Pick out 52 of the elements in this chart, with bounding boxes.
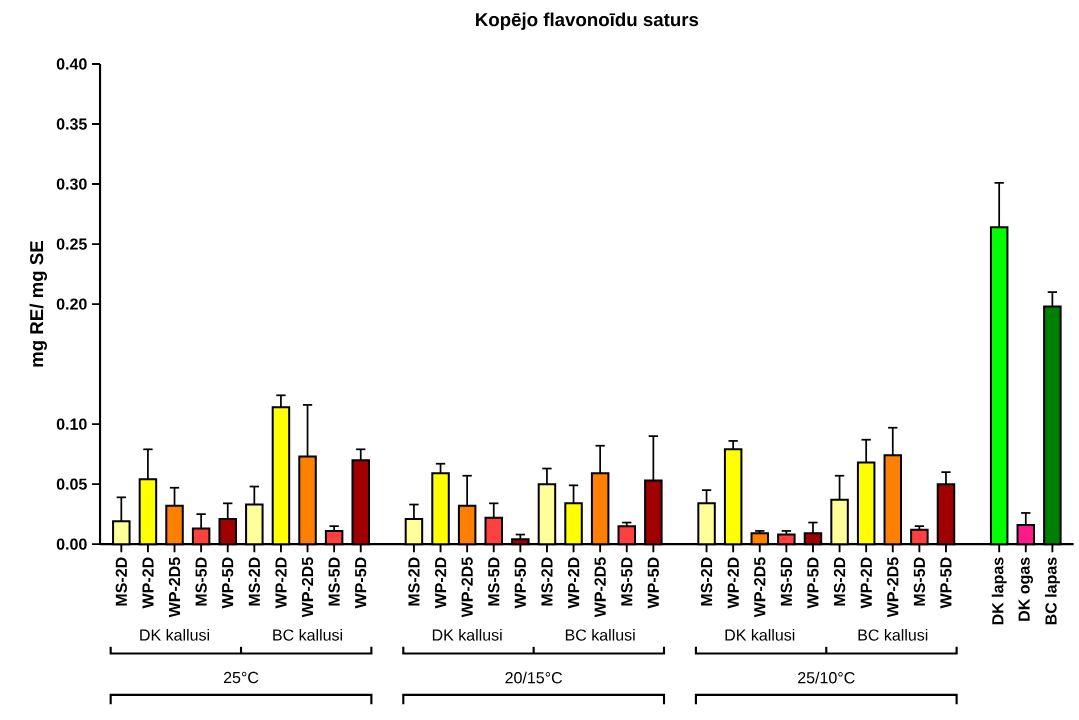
x-tick-label: WP-5D [222, 557, 234, 609]
x-tick-label: MS-2D [833, 557, 846, 606]
x-tick-label: MS-2D [408, 557, 420, 606]
text: BC kallusi [565, 628, 635, 641]
y-tick-label: 0.10 [56, 418, 87, 430]
x-tick-label: MS-5D [488, 557, 500, 606]
text: DK kallusi [432, 628, 502, 641]
x-tick-label: WP-5D [647, 557, 659, 609]
y-tick-label: 0.25 [56, 238, 87, 250]
x-tick-label: WP-2D5 [594, 557, 606, 618]
text: BC kallusi [273, 628, 342, 641]
x-tick-label: WP-5D [807, 557, 819, 609]
x-tick-label: WP-2D [567, 557, 580, 609]
y-tick-label: 0.00 [56, 538, 87, 550]
x-tick-label: WP-5D [514, 557, 526, 609]
x-tick-label: WP-2D [142, 557, 154, 609]
y-tick-label: 0.35 [56, 118, 87, 130]
x-tick-label: WP-2D5 [168, 557, 181, 618]
x-tick-label: MS-2D [700, 557, 713, 606]
x-tick-label: WP-5D [355, 557, 367, 609]
x-tick-label: WP-2D [860, 557, 872, 609]
text: 25°C [223, 671, 259, 684]
x-tick-label: MS-2D [541, 557, 553, 606]
x-tick-label: WP-2D5 [754, 557, 766, 618]
text: 20/15°C [505, 671, 563, 684]
y-axis-title: mg RE/ mg SE [29, 240, 48, 367]
x-tick-label: WP-2D [727, 557, 739, 609]
y-tick-label: 0.05 [56, 478, 87, 490]
x-tick-label: MS-2D [115, 557, 127, 606]
x-tick-label: MS-5D [913, 557, 926, 606]
y-tick-label: 0.40 [56, 58, 87, 70]
x-tick-label: WP-2D5 [887, 557, 899, 618]
x-tick-label: MS-5D [328, 557, 340, 606]
x-tick-label: WP-2D5 [461, 557, 473, 618]
x-tick-label: DK ogas [1018, 557, 1033, 621]
x-tick-label: WP-2D5 [301, 557, 314, 618]
text: DK kallusi [725, 628, 795, 641]
y-tick-label: 0.30 [56, 178, 87, 190]
chart-title: Kopējo flavonoīdu saturs [476, 12, 699, 30]
x-tick-label: MS-2D [248, 557, 260, 606]
x-tick-label: WP-2D [434, 557, 447, 609]
x-tick-label: MS-5D [780, 557, 793, 606]
x-tick-label: WP-5D [940, 557, 952, 609]
x-tick-label: DK lapas [991, 557, 1007, 625]
y-tick-label: 0.20 [56, 298, 87, 310]
text: DK kallusi [140, 628, 209, 641]
x-tick-label: MS-5D [195, 557, 207, 606]
x-tick-label: BC lapas [1044, 557, 1060, 625]
x-tick-label: MS-5D [621, 557, 633, 606]
text: 25/10°C [798, 671, 855, 684]
text: BC kallusi [858, 628, 928, 641]
x-tick-label: WP-2D [275, 557, 287, 609]
